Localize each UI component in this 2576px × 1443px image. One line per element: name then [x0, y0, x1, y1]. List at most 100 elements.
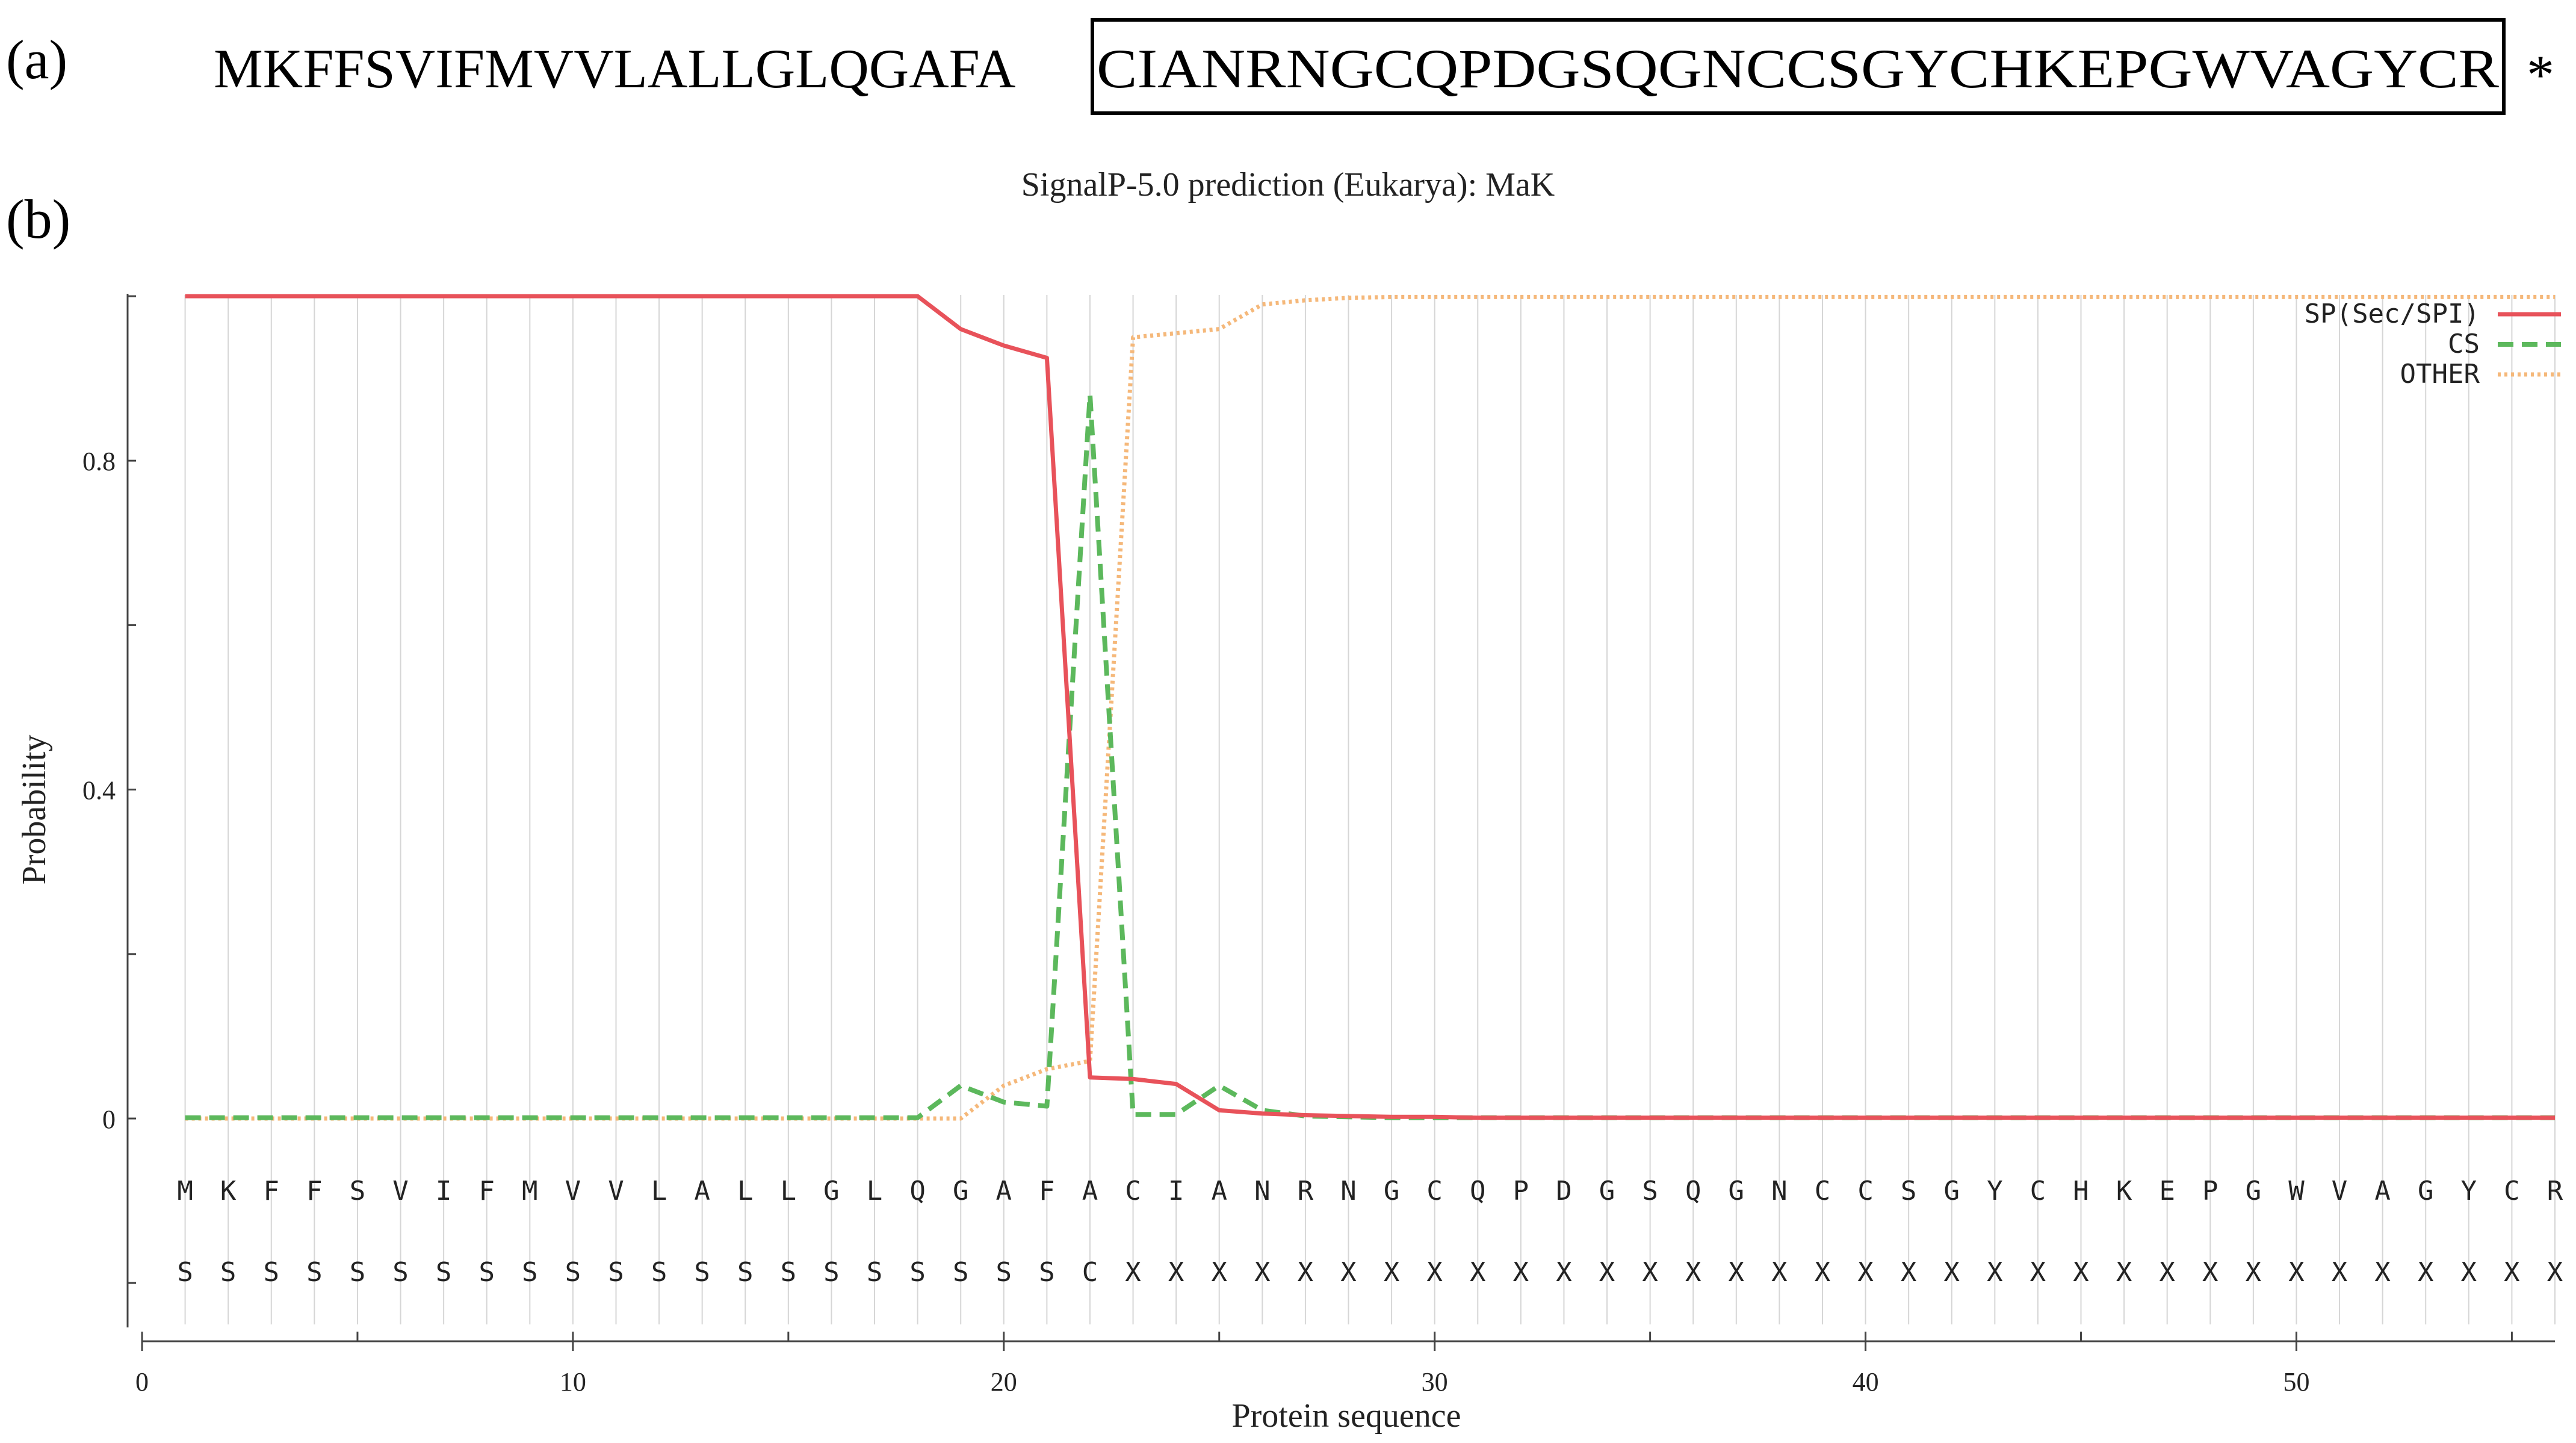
prediction-label: X	[1125, 1257, 1141, 1288]
residue-letter: R	[1298, 1176, 1314, 1206]
residue-letter: L	[781, 1176, 797, 1206]
residue-letter: Q	[1470, 1176, 1486, 1206]
prediction-label: X	[1944, 1257, 1960, 1288]
prediction-label: X	[2374, 1257, 2391, 1288]
mature-peptide-sequence: CIANRNGCQPDGSQGNCCSGYCHKEPGWVAGYCR	[1097, 38, 2500, 99]
axes-layer	[126, 294, 2555, 1342]
legend-label: SP(Sec/SPI)	[2305, 299, 2480, 329]
x-tick-label: 20	[991, 1367, 1017, 1397]
residue-letter: S	[1901, 1176, 1917, 1206]
prediction-label: S	[823, 1257, 840, 1288]
panel-b-label: (b)	[6, 188, 70, 250]
residue-letter: I	[436, 1176, 452, 1206]
residue-letter: Y	[1987, 1176, 2003, 1206]
residue-letter: W	[2288, 1176, 2305, 1206]
residue-letter: G	[2418, 1176, 2434, 1206]
x-axis-label: Protein sequence	[1232, 1397, 1461, 1435]
prediction-label: S	[565, 1257, 581, 1288]
residue-letter: N	[1340, 1176, 1357, 1206]
prediction-label: S	[478, 1257, 495, 1288]
x-tick-label: 0	[135, 1367, 149, 1397]
prediction-label: X	[1340, 1257, 1357, 1288]
prediction-label: X	[1211, 1257, 1227, 1288]
residue-letter: V	[608, 1176, 624, 1206]
prediction-label: X	[1254, 1257, 1271, 1288]
stop-codon-asterisk: *	[2527, 44, 2554, 105]
prediction-label: S	[264, 1257, 280, 1288]
prediction-label: S	[436, 1257, 452, 1288]
residue-letter: I	[1168, 1176, 1184, 1206]
prediction-label: S	[953, 1257, 969, 1288]
residue-letter: P	[2202, 1176, 2218, 1206]
residue-letter: G	[2246, 1176, 2262, 1206]
residue-letter: A	[1082, 1176, 1098, 1206]
residue-letter: R	[2547, 1176, 2563, 1206]
prediction-label: S	[909, 1257, 926, 1288]
series-layer	[185, 294, 2555, 1121]
residue-letter: C	[2030, 1176, 2046, 1206]
residue-letter: N	[1254, 1176, 1271, 1206]
prediction-label: S	[177, 1257, 193, 1288]
prediction-label: X	[1857, 1257, 1874, 1288]
residue-letter: S	[1642, 1176, 1658, 1206]
residue-letter: M	[522, 1176, 538, 1206]
residue-letter: V	[565, 1176, 581, 1206]
residue-letter: K	[220, 1176, 237, 1206]
residue-letter: C	[1815, 1176, 1831, 1206]
prediction-label: X	[2246, 1257, 2262, 1288]
prediction-label: X	[2547, 1257, 2563, 1288]
residue-letter: C	[2504, 1176, 2520, 1206]
prediction-label: X	[1470, 1257, 1486, 1288]
y-tick-label: 0.8	[82, 447, 116, 476]
residue-letter: A	[1211, 1176, 1227, 1206]
residue-letter: C	[1426, 1176, 1443, 1206]
x-tick-label: 50	[2283, 1367, 2309, 1397]
prediction-label: X	[2288, 1257, 2305, 1288]
prediction-label: X	[1987, 1257, 2003, 1288]
prediction-label: X	[1685, 1257, 1701, 1288]
residue-letter: C	[1857, 1176, 1874, 1206]
residue-letter: E	[2159, 1176, 2175, 1206]
residue-letter: P	[1513, 1176, 1529, 1206]
residue-letter: A	[694, 1176, 710, 1206]
series-line-cs	[185, 392, 2555, 1120]
residue-letter: F	[478, 1176, 495, 1206]
prediction-label: X	[2332, 1257, 2348, 1288]
x-tick-label: 10	[560, 1367, 586, 1397]
x-tick-label: 30	[1422, 1367, 1448, 1397]
residue-letter: G	[1729, 1176, 1745, 1206]
prediction-label: C	[1082, 1257, 1098, 1288]
residue-letter: Q	[909, 1176, 926, 1206]
legend-label: CS	[2448, 329, 2480, 359]
prediction-label: X	[1815, 1257, 1831, 1288]
prediction-label: S	[220, 1257, 237, 1288]
residue-letter: G	[1944, 1176, 1960, 1206]
grid-layer	[184, 295, 2556, 1324]
residue-letter: A	[2374, 1176, 2391, 1206]
residue-letter: Q	[1685, 1176, 1701, 1206]
prediction-label: X	[1642, 1257, 1658, 1288]
prediction-label: S	[608, 1257, 624, 1288]
prediction-label: S	[350, 1257, 366, 1288]
residue-letter: G	[1599, 1176, 1615, 1206]
legend-label: OTHER	[2400, 359, 2480, 389]
residue-letter: A	[996, 1176, 1012, 1206]
series-line-other	[185, 294, 2555, 1121]
panel-a-label: (a)	[6, 29, 67, 90]
residue-letter: F	[306, 1176, 323, 1206]
prediction-label: X	[2030, 1257, 2046, 1288]
residue-letter: K	[2116, 1176, 2132, 1206]
prediction-label: X	[2073, 1257, 2089, 1288]
residue-letter: S	[350, 1176, 366, 1206]
residue-letter: V	[2332, 1176, 2348, 1206]
x-ticks: 0 10 20 30 40 50	[135, 1332, 2513, 1397]
chart-title: SignalP-5.0 prediction (Eukarya): MaK	[1021, 166, 1555, 203]
prediction-label: X	[2159, 1257, 2175, 1288]
residue-letter: L	[867, 1176, 883, 1206]
prediction-label: X	[1298, 1257, 1314, 1288]
prediction-label: X	[1168, 1257, 1184, 1288]
residue-letter: H	[2073, 1176, 2089, 1206]
prediction-label: S	[306, 1257, 323, 1288]
